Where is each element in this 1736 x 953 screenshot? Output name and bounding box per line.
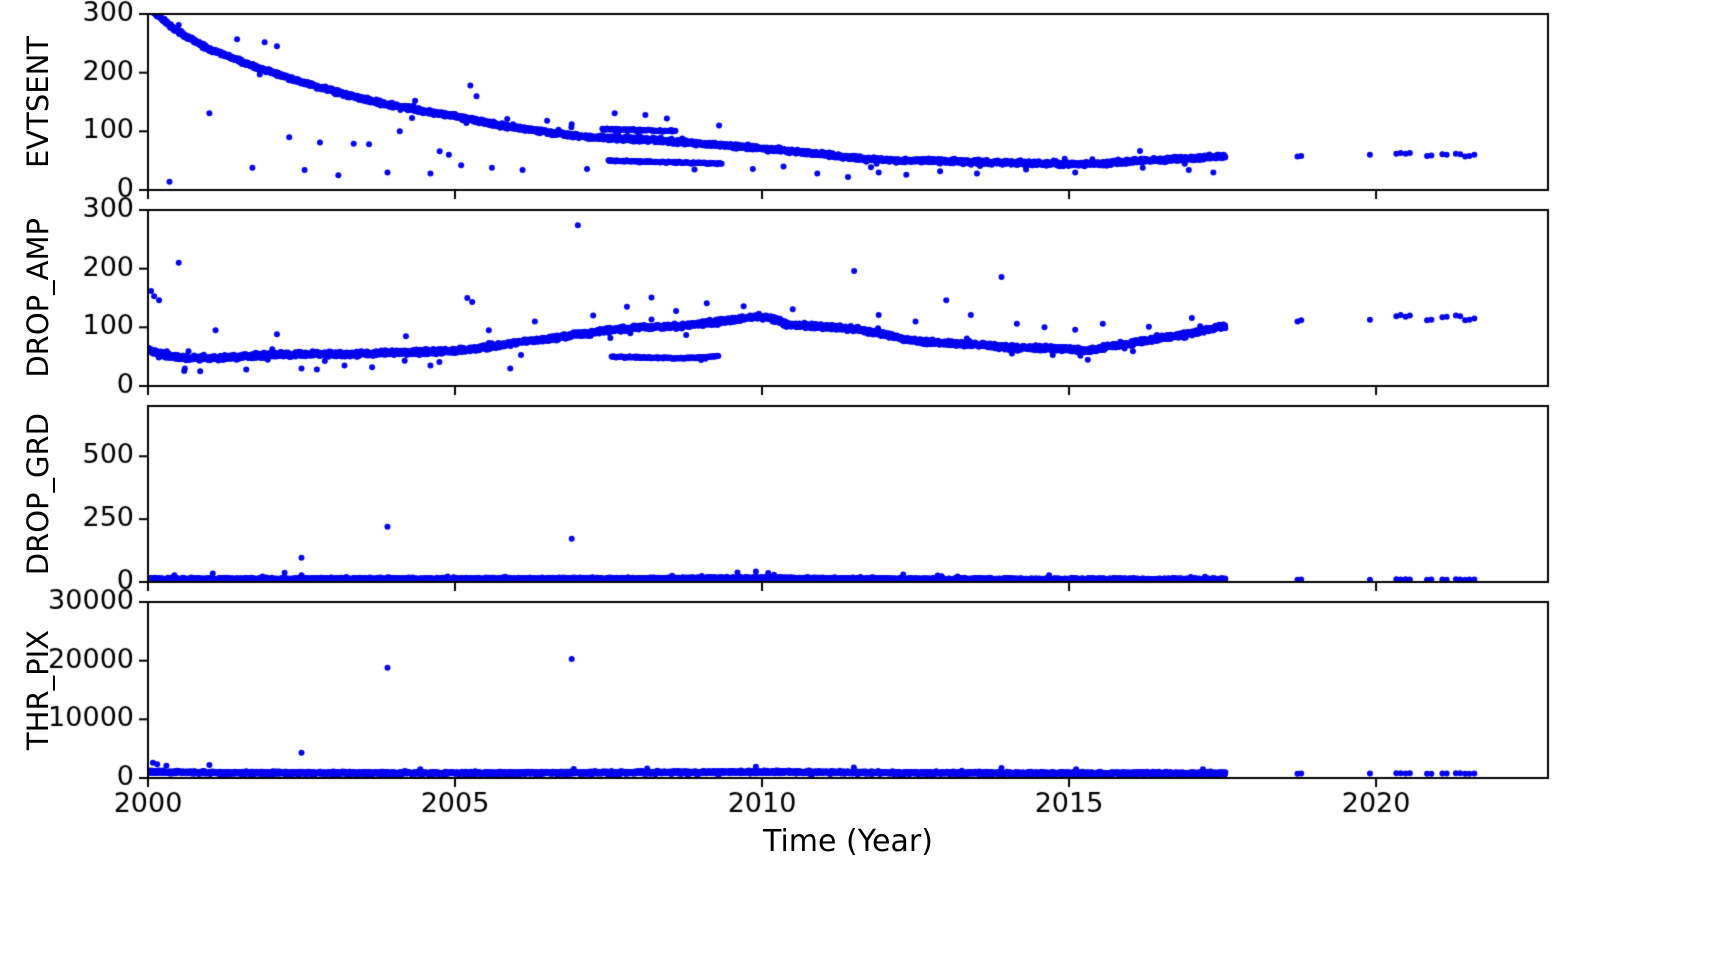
telemetry-timeseries-figure: EVTSENT DROP_AMP DROP_GRD THR_PIX Time (… [0,0,1736,953]
scatter-plot-canvas [0,0,1736,953]
